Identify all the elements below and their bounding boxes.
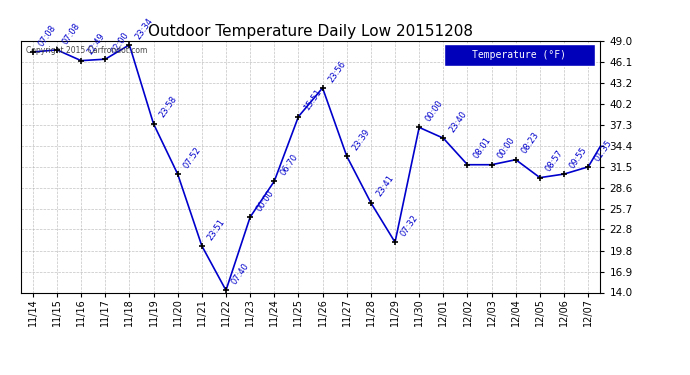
Text: 07:08: 07:08 bbox=[37, 23, 58, 48]
Text: 00:00: 00:00 bbox=[255, 188, 275, 213]
Text: 02:00: 02:00 bbox=[110, 30, 130, 55]
Text: 08:01: 08:01 bbox=[472, 136, 493, 160]
Text: 07:32: 07:32 bbox=[400, 213, 420, 238]
Text: 01:35: 01:35 bbox=[593, 138, 613, 163]
Text: 06:70: 06:70 bbox=[279, 152, 299, 177]
Text: 00:00: 00:00 bbox=[424, 99, 444, 123]
Text: 23:39: 23:39 bbox=[351, 127, 372, 152]
Text: 23:56: 23:56 bbox=[327, 59, 348, 84]
Text: 15:51: 15:51 bbox=[303, 88, 324, 112]
Text: 00:00: 00:00 bbox=[0, 374, 1, 375]
Title: Outdoor Temperature Daily Low 20151208: Outdoor Temperature Daily Low 20151208 bbox=[148, 24, 473, 39]
Text: 23:34: 23:34 bbox=[134, 16, 155, 40]
Text: 07:40: 07:40 bbox=[230, 261, 251, 286]
Text: 07:52: 07:52 bbox=[182, 145, 203, 170]
Text: 09:55: 09:55 bbox=[569, 145, 589, 170]
Text: 23:41: 23:41 bbox=[375, 174, 396, 199]
Text: 22:49: 22:49 bbox=[86, 32, 106, 57]
Text: 00:00: 00:00 bbox=[496, 136, 517, 160]
Text: 23:40: 23:40 bbox=[448, 109, 469, 134]
Text: 08:23: 08:23 bbox=[520, 131, 541, 156]
Text: 07:08: 07:08 bbox=[61, 21, 82, 46]
Text: 23:51: 23:51 bbox=[206, 217, 227, 242]
Text: 08:57: 08:57 bbox=[544, 148, 565, 174]
Text: Copyright 2015 Carfrondot.com: Copyright 2015 Carfrondot.com bbox=[26, 46, 148, 55]
Text: 23:58: 23:58 bbox=[158, 95, 179, 120]
